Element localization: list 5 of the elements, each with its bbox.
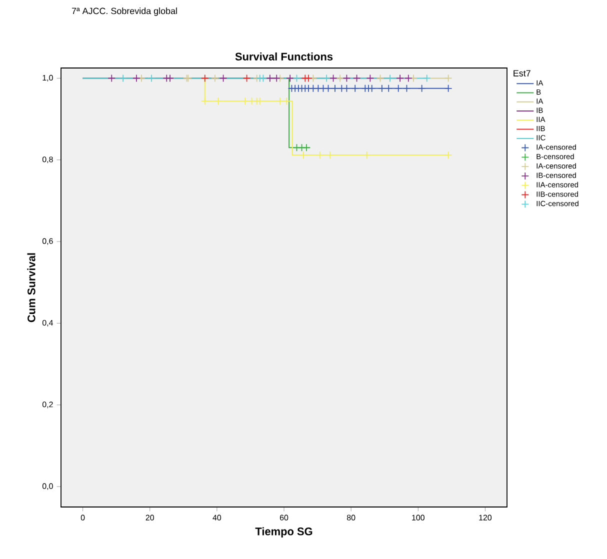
x-axis-title: Tiempo SG xyxy=(255,527,312,538)
y-axis-title: Cum Survival xyxy=(27,253,36,322)
legend-title: Est7 xyxy=(514,70,530,76)
chart-title: Survival Functions xyxy=(235,52,333,60)
text: 7ª AJCC. Sobrevida global xyxy=(72,8,177,16)
